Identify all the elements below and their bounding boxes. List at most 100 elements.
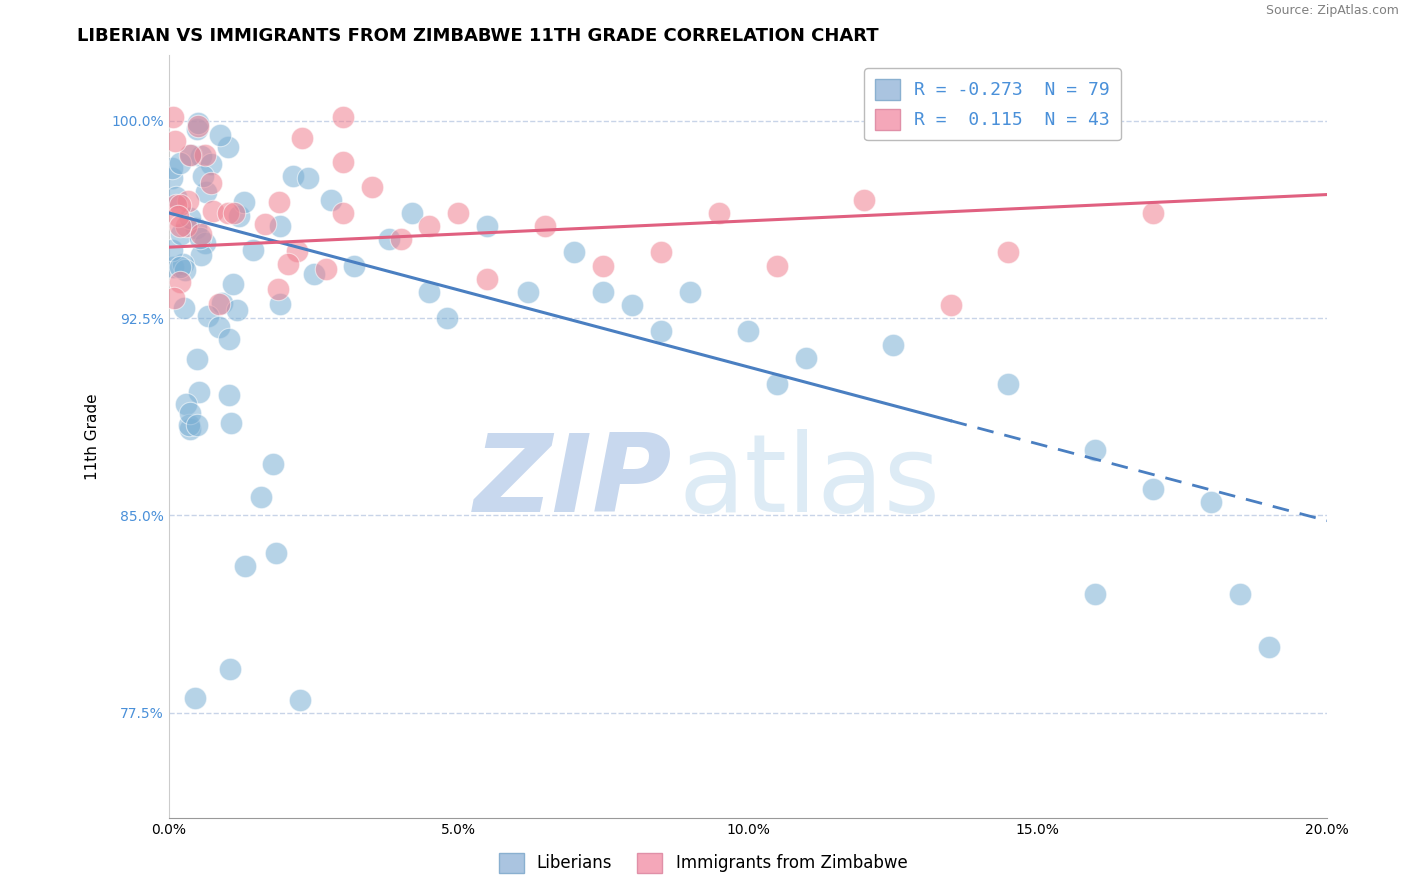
Point (315, 262, 337, 277)
Point (233, 558, 256, 573)
Point (1142, 206, 1164, 220)
Point (218, 388, 240, 402)
Point (162, 110, 184, 124)
Point (173, 301, 195, 315)
Legend: R = -0.273  N = 79, R =  0.115  N = 43: R = -0.273 N = 79, R = 0.115 N = 43 (863, 68, 1121, 140)
Point (997, 376, 1019, 391)
Point (477, 219, 499, 234)
Point (179, 211, 201, 225)
Point (194, 148, 217, 162)
Point (163, 291, 186, 305)
Point (211, 296, 233, 310)
Legend: Liberians, Immigrants from Zimbabwe: Liberians, Immigrants from Zimbabwe (492, 847, 914, 880)
Point (319, 193, 342, 207)
Point (174, 219, 197, 233)
Point (302, 267, 325, 281)
Point (378, 232, 401, 246)
Point (201, 203, 224, 218)
Point (188, 385, 211, 400)
Point (209, 128, 232, 142)
Point (242, 244, 264, 258)
Point (197, 309, 219, 323)
Point (267, 194, 290, 209)
Point (332, 206, 354, 220)
Point (516, 285, 538, 299)
Point (207, 320, 229, 334)
Point (186, 418, 208, 433)
Point (169, 275, 191, 289)
Point (737, 324, 759, 338)
Point (186, 351, 208, 366)
Point (262, 457, 284, 471)
Point (343, 259, 366, 273)
Point (418, 219, 440, 234)
Point (592, 285, 614, 299)
Point (222, 277, 245, 292)
Point (179, 406, 201, 420)
Point (162, 260, 184, 274)
Point (389, 232, 412, 246)
Point (176, 397, 198, 411)
Point (187, 116, 209, 130)
Point (165, 190, 187, 204)
Point (194, 235, 217, 250)
Point (179, 422, 201, 436)
Point (186, 121, 208, 136)
Point (184, 690, 207, 705)
Point (208, 297, 231, 311)
Text: LIBERIAN VS IMMIGRANTS FROM ZIMBABWE 11TH GRADE CORRELATION CHART: LIBERIAN VS IMMIGRANTS FROM ZIMBABWE 11T… (77, 27, 879, 45)
Point (650, 324, 672, 338)
Point (187, 120, 209, 134)
Point (766, 376, 789, 391)
Point (852, 193, 875, 207)
Point (170, 227, 193, 241)
Point (766, 259, 789, 273)
Point (193, 169, 215, 183)
Point (332, 110, 354, 124)
Point (269, 219, 291, 234)
Point (267, 283, 290, 297)
Point (184, 220, 207, 235)
Point (882, 337, 904, 351)
Point (997, 245, 1019, 260)
Point (360, 179, 382, 194)
Point (291, 131, 314, 145)
Point (217, 206, 239, 220)
Point (249, 490, 271, 504)
Point (1142, 482, 1164, 496)
Point (621, 298, 644, 312)
Point (165, 198, 187, 212)
Point (269, 297, 291, 311)
Point (200, 156, 222, 170)
Point (707, 206, 730, 220)
Point (679, 285, 702, 299)
Point (180, 148, 202, 162)
Point (225, 302, 247, 317)
Point (418, 285, 440, 299)
Text: ZIP: ZIP (474, 429, 672, 535)
Point (939, 298, 962, 312)
Point (436, 311, 458, 326)
Point (190, 227, 212, 241)
Point (224, 206, 246, 220)
Point (650, 245, 672, 260)
Point (1084, 587, 1107, 601)
Point (217, 140, 239, 154)
Point (177, 418, 200, 433)
Point (179, 148, 201, 162)
Point (228, 210, 250, 224)
Point (447, 206, 470, 220)
Point (169, 219, 191, 233)
Point (219, 662, 242, 676)
Point (233, 194, 256, 209)
Point (401, 206, 423, 220)
Point (172, 257, 194, 271)
Point (1199, 495, 1222, 509)
Point (188, 231, 211, 245)
Point (1229, 587, 1251, 601)
Point (169, 156, 191, 170)
Point (477, 271, 499, 285)
Point (160, 161, 183, 175)
Point (219, 417, 242, 431)
Point (297, 171, 319, 186)
